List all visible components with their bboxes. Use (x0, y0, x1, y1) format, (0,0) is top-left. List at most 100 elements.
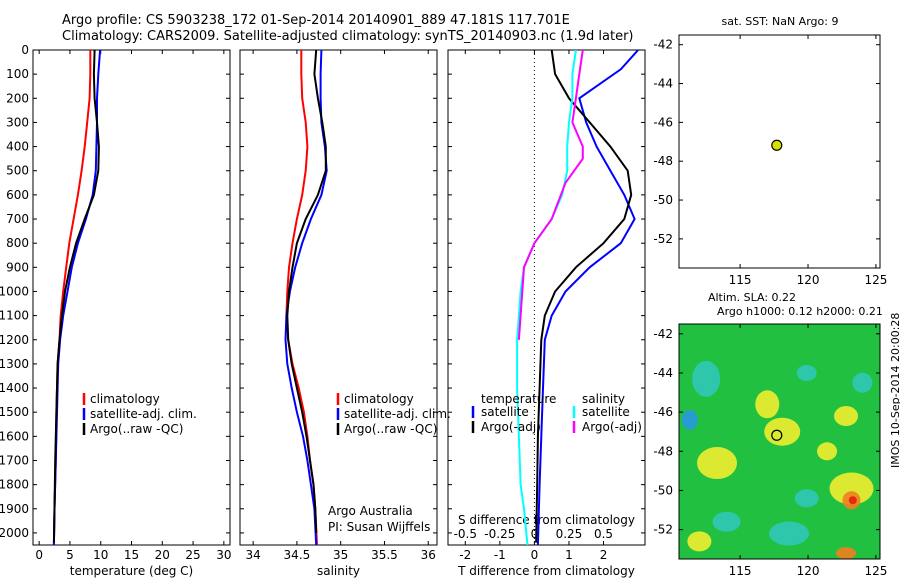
lat-tick-label: -52 (653, 523, 673, 537)
sla-anomaly-patch (836, 547, 857, 560)
legend-header-salinity: salinity (582, 392, 625, 406)
sla-anomaly-patch (681, 409, 698, 430)
float-position-marker (771, 429, 783, 441)
x-tick-label: 36 (421, 548, 436, 562)
lon-tick-label: 125 (864, 564, 887, 578)
salinity-frame (239, 49, 438, 546)
y-tick-label: 1600 (0, 429, 29, 443)
credit-pi: PI: Susan Wijffels (328, 520, 430, 534)
x2-tick-label: -0.5 (454, 527, 477, 541)
lon-tick-label: 115 (729, 564, 752, 578)
x2-tick-label: 0 (531, 527, 539, 541)
lat-tick-label: -42 (653, 327, 673, 341)
legend-label: climatology (90, 392, 160, 406)
lat-tick-label: -42 (653, 38, 673, 52)
y-tick-label: 300 (6, 115, 29, 129)
lat-tick-label: -44 (653, 77, 673, 91)
sla-anomaly-patch (755, 390, 780, 419)
salinity-panel: 34 34.5 35 35.5 36 salinity climatologysatelli… (239, 49, 451, 578)
series-line-satellite-adj-clim- (52, 49, 102, 546)
sla-map-title: Altim. SLA: 0.22 (708, 291, 796, 304)
lat-tick-label: -50 (653, 483, 673, 497)
x-tick-label: 0 (531, 548, 539, 562)
x-tick-label: 35.5 (371, 548, 398, 562)
lat-tick-label: -52 (653, 232, 673, 246)
x-tick-label: 1 (565, 548, 573, 562)
y-tick-label: 900 (6, 260, 29, 274)
climatology-title: Climatology: CARS2009. Satellite-adjuste… (62, 29, 634, 44)
sla-map-subtitle: Argo h1000: 0.12 h2000: 0.21 (717, 305, 883, 318)
y-tick-label: 200 (6, 91, 29, 105)
sla-map: 115 120 125 -42 -44 -46 -48 -50 -52 Altim. SLA: 0… (653, 291, 887, 578)
x-tick-label: 5 (66, 548, 74, 562)
sla-anomaly-patch (764, 417, 801, 446)
y-tick-label: 0 (21, 43, 29, 57)
y-tick-label: 1300 (0, 357, 29, 371)
sla-anomaly-patch (817, 442, 838, 461)
y-tick-label: 1200 (0, 333, 29, 347)
lon-tick-label: 125 (864, 273, 887, 287)
lon-tick-label: 120 (797, 273, 820, 287)
sla-anomaly-patch (829, 472, 874, 505)
x-tick-label: -2 (459, 548, 471, 562)
x-tick-label: 34.5 (284, 548, 311, 562)
sla-anomaly-patch (794, 489, 819, 508)
credit-institution: Argo Australia (328, 504, 413, 518)
sst-map: 115 120 125 -42 -44 -46 -48 -50 -52 sat. SST: NaN… (653, 15, 887, 287)
float-position-marker (771, 139, 783, 151)
sla-anomaly-patch (852, 372, 873, 393)
s-difference-label: S difference from climatology (458, 513, 635, 527)
sla-anomaly-patch (692, 360, 721, 397)
series-line-climatology (52, 50, 92, 546)
y-tick-label: 600 (6, 188, 29, 202)
x2-tick-label: 0.5 (594, 527, 613, 541)
x2-tick-label: 0.25 (556, 527, 583, 541)
y-tick-label: 1100 (0, 309, 29, 323)
lon-tick-label: 120 (797, 564, 820, 578)
legend-header-temperature: temperature (481, 392, 556, 406)
x-tick-label: 30 (216, 548, 231, 562)
y-tick-label: 1000 (0, 284, 29, 298)
temperature-panel: 0 5 10 15 20 25 300100200300400500600700800900… (0, 43, 231, 578)
y-tick-label: 1800 (0, 478, 29, 492)
sla-anomaly-patch (796, 364, 817, 381)
t-difference-label: T difference from climatology (457, 564, 635, 578)
temperature-xlabel: temperature (deg C) (70, 564, 193, 578)
sla-map-frame (678, 323, 881, 560)
legend-label: Argo(..raw -QC) (344, 422, 437, 436)
x-tick-label: 15 (124, 548, 139, 562)
lat-tick-label: -46 (653, 405, 673, 419)
legend-label: Argo(..raw -QC) (90, 422, 183, 436)
series-line-temperature-satellite (536, 49, 639, 546)
x-tick-label: 35 (333, 548, 348, 562)
lat-tick-label: -48 (653, 154, 673, 168)
x-tick-label: 2 (600, 548, 608, 562)
profile-title: Argo profile: CS 5903238_172 01-Sep-2014… (62, 13, 570, 28)
series-line-argo-raw-qc- (52, 49, 100, 543)
sla-anomaly-patch (769, 521, 810, 546)
difference-frame (447, 49, 646, 546)
y-tick-label: 1700 (0, 453, 29, 467)
series-line-temperature-argo-adj- (535, 49, 633, 543)
salinity-xlabel: salinity (317, 564, 360, 578)
legend-label: satellite-adj. clim. (344, 407, 451, 421)
sst-map-title: sat. SST: NaN Argo: 9 (722, 15, 839, 28)
series-line-argo-raw-qc- (286, 49, 327, 533)
lat-tick-label: -46 (653, 115, 673, 129)
series-line-salinity-argo-adj- (517, 49, 584, 340)
sla-anomaly-patch (687, 531, 712, 552)
lat-tick-label: -50 (653, 193, 673, 207)
x-tick-label: 25 (185, 548, 200, 562)
y-tick-label: 700 (6, 212, 29, 226)
imos-stamp: IMOS 10-Sep-2014 20:00:28 (889, 312, 900, 468)
y-tick-label: 1900 (0, 502, 29, 516)
y-tick-label: 100 (6, 67, 29, 81)
legend-label: satellite-adj. clim. (90, 407, 197, 421)
x2-tick-label: -0.25 (484, 527, 515, 541)
lon-tick-label: 115 (729, 273, 752, 287)
x-tick-label: 0 (35, 548, 43, 562)
difference-panel: -2 -1 0 1 2 -0.5 -0.25 0 0.25 0.5S difference fro… (447, 49, 646, 578)
x-tick-label: 10 (93, 548, 108, 562)
sla-anomaly-patch (848, 496, 857, 505)
